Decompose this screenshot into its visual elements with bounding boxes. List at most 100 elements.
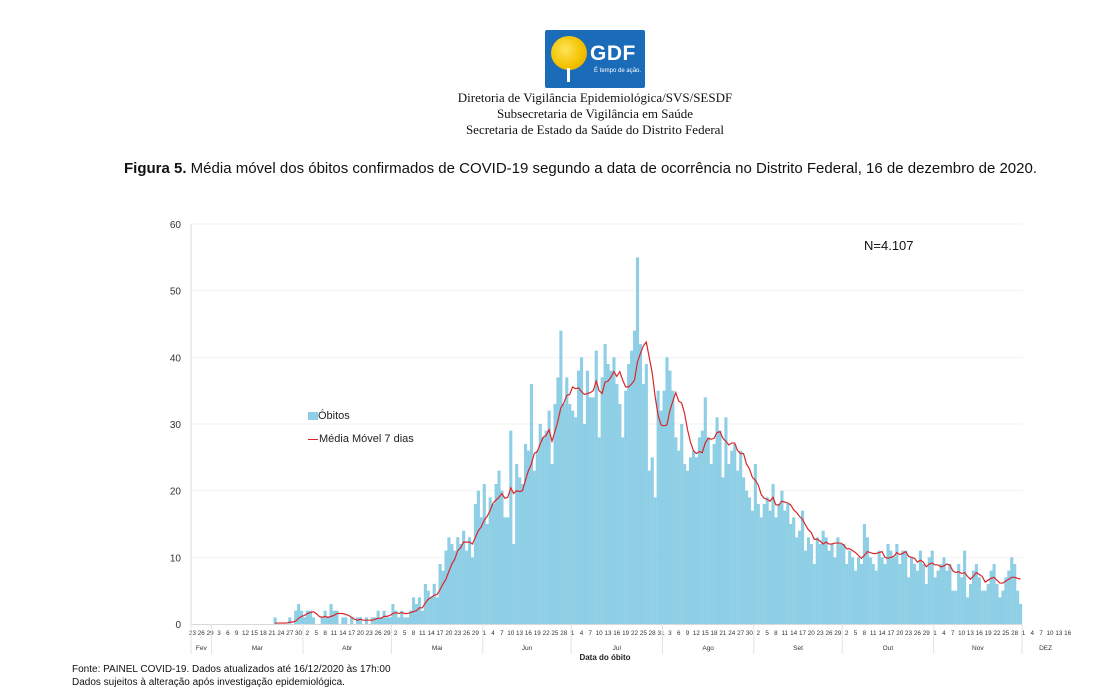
bar [709, 464, 713, 624]
legend-label-bars: Óbitos [318, 410, 350, 422]
month-label: Jun [522, 645, 533, 652]
x-tick-label: 27 [286, 630, 294, 637]
bar [865, 537, 869, 624]
x-tick-label: 24 [728, 630, 736, 637]
x-tick-label: 7 [1039, 630, 1043, 637]
bar [373, 617, 377, 624]
bar [871, 564, 875, 624]
bar [983, 590, 987, 624]
x-tick-label: 29 [207, 630, 215, 637]
bar [302, 617, 307, 624]
bar [320, 617, 324, 624]
bar [509, 430, 513, 624]
x-tick-label: 30 [295, 630, 303, 637]
x-tick-label: 10 [958, 630, 966, 637]
x-tick-label: 18 [260, 630, 268, 637]
x-tick-label: 11 [870, 630, 877, 637]
bar [780, 490, 784, 624]
y-tick-label: 60 [170, 220, 182, 231]
bar [680, 424, 684, 624]
x-tick-label: 20 [808, 630, 816, 637]
x-tick-label: 26 [914, 630, 922, 637]
month-label: Abr [342, 645, 353, 652]
bar [845, 564, 849, 624]
x-tick-label: 17 [799, 630, 807, 637]
bar [895, 544, 899, 624]
y-tick-label: 50 [170, 287, 182, 298]
bar [529, 384, 533, 624]
bar [633, 330, 637, 624]
logo-text: GDF [590, 42, 636, 65]
x-tick-label: 28 [560, 630, 568, 637]
bar [792, 517, 796, 624]
x-tick-label: 16 [525, 630, 533, 637]
bar [659, 410, 663, 624]
bar [503, 517, 507, 624]
bar [482, 484, 486, 624]
bar [453, 550, 457, 624]
x-tick-label: 30 [746, 630, 754, 637]
y-tick-label: 0 [175, 620, 181, 631]
bar [597, 437, 601, 624]
bar [538, 424, 542, 624]
bar [697, 437, 701, 624]
bar [889, 550, 893, 624]
x-tick-label: 23 [366, 630, 374, 637]
bar [783, 510, 787, 624]
bar [332, 610, 336, 624]
bar [473, 504, 477, 624]
x-tick-label: 2 [845, 630, 849, 637]
bar [930, 550, 934, 624]
bar [532, 470, 536, 624]
bar [730, 450, 734, 624]
bar [800, 510, 805, 624]
bar [630, 350, 634, 624]
bar [438, 564, 442, 624]
bar [335, 610, 339, 624]
legend-swatch-bars [308, 412, 318, 421]
bar [806, 537, 810, 624]
bar [400, 610, 404, 624]
x-tick-label: 3 [668, 630, 672, 637]
bar [553, 404, 557, 624]
bar [951, 590, 955, 624]
bar [379, 617, 383, 624]
bar [892, 557, 896, 624]
bar [350, 617, 354, 624]
month-label: Nov [972, 645, 984, 652]
bar [344, 617, 348, 624]
bar [921, 564, 925, 624]
x-tick-label: 18 [711, 630, 719, 637]
x-tick-label: 17 [437, 630, 445, 637]
bar [839, 544, 843, 624]
x-tick-label: 14 [879, 630, 887, 637]
month-label: Ago [702, 645, 714, 652]
bar [541, 437, 545, 624]
bar [1007, 570, 1011, 624]
bar [559, 330, 563, 624]
bar [851, 557, 855, 624]
x-tick-label: 13 [604, 630, 612, 637]
bar [948, 564, 952, 624]
bar [942, 557, 946, 624]
bar [647, 470, 651, 624]
bar [500, 490, 504, 624]
bar [1010, 557, 1014, 624]
bar [945, 570, 949, 624]
bar [1004, 577, 1008, 624]
x-tick-label: 21 [719, 630, 727, 637]
x-tick-label: 29 [834, 630, 842, 637]
bar [635, 257, 640, 624]
bar [1013, 564, 1017, 624]
x-tick-label: 20 [896, 630, 904, 637]
bar [939, 564, 943, 624]
bar [677, 450, 681, 624]
x-tick-label: 13 [967, 630, 975, 637]
x-tick-label: 11 [419, 630, 426, 637]
x-tick-label: 4 [942, 630, 946, 637]
x-tick-label: 23 [189, 630, 197, 637]
bar [859, 564, 864, 624]
bar [656, 390, 660, 624]
y-tick-label: 30 [170, 420, 182, 431]
bar [724, 417, 728, 624]
